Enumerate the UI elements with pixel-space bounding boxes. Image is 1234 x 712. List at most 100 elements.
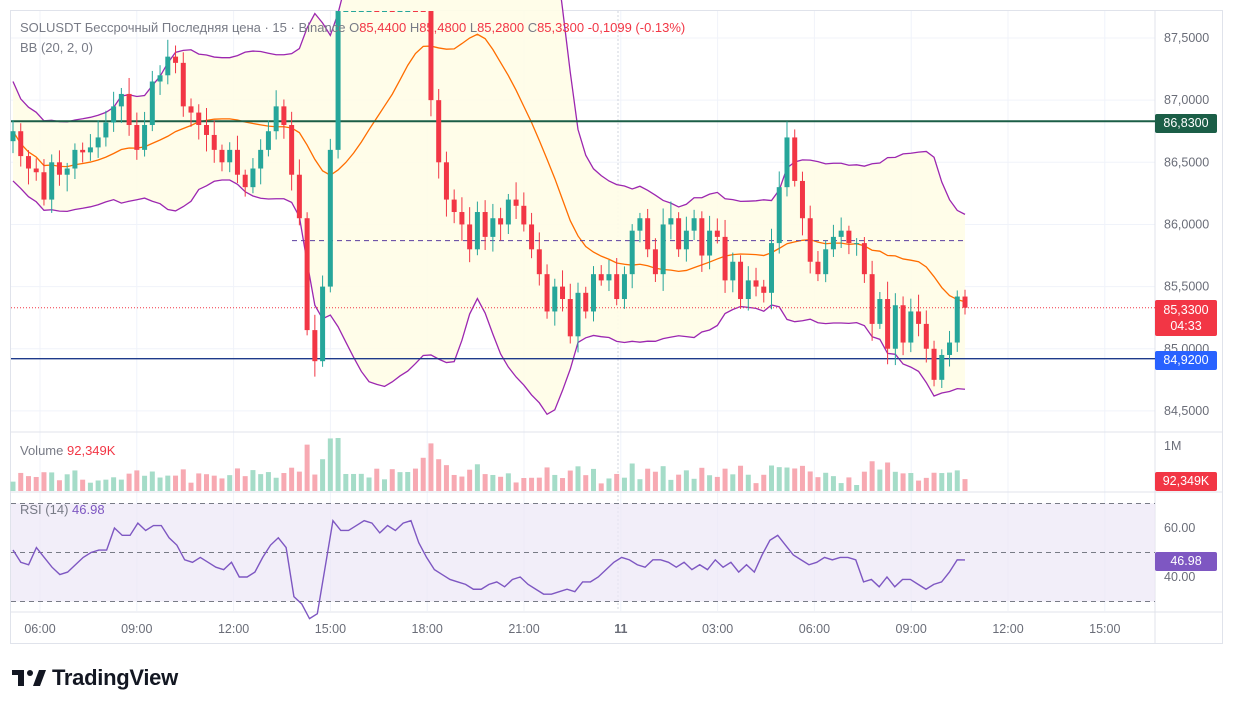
volume-bars <box>10 438 968 491</box>
candle-body <box>343 11 349 12</box>
time-tick-label: 09:00 <box>121 622 152 636</box>
time-tick-label: 15:00 <box>1089 622 1120 636</box>
candle-body <box>683 230 689 250</box>
candle-body <box>219 149 225 163</box>
time-tick-label: 18:00 <box>412 622 443 636</box>
support-price-tag: 84,9200 <box>1155 351 1217 370</box>
candle-body <box>157 75 163 82</box>
candle-body <box>513 199 519 206</box>
volume-bar <box>784 467 790 491</box>
rsi-line <box>12 518 966 620</box>
volume-bar <box>567 470 573 491</box>
tradingview-logo[interactable]: TradingView <box>12 664 178 692</box>
time-tick-label: 06:00 <box>799 622 830 636</box>
volume-bar <box>923 477 929 491</box>
candle-body <box>931 348 937 380</box>
candle-body <box>18 131 24 157</box>
volume-bar <box>892 471 898 491</box>
volume-bar <box>652 471 658 491</box>
candle-body <box>962 296 968 308</box>
chart-header: SOLUSDT Бессрочный Последняя цена · 15 ·… <box>20 20 685 35</box>
candle-body <box>10 131 16 142</box>
volume-bar <box>738 465 744 491</box>
price-tick-label: 84,5000 <box>1164 404 1209 418</box>
candle-body <box>397 11 403 12</box>
volume-bar <box>227 475 233 491</box>
candle-body <box>792 137 798 181</box>
volume-legend[interactable]: Volume 92,349K <box>20 443 115 458</box>
candle-body <box>142 125 148 150</box>
candle-body <box>846 230 852 244</box>
price-tick-label: 85,5000 <box>1164 280 1209 294</box>
volume-bar <box>745 474 751 491</box>
bb-background <box>13 0 965 415</box>
volume-bar <box>854 485 860 491</box>
high-label: H <box>409 20 420 35</box>
candle-body <box>753 280 759 287</box>
volume-bar <box>707 475 713 491</box>
candle-body <box>606 274 612 281</box>
candle-body <box>699 218 705 256</box>
volume-bar <box>80 479 86 491</box>
price-tick-label: 86,0000 <box>1164 217 1209 231</box>
candle-body <box>250 168 256 188</box>
rsi-pane <box>11 503 1155 620</box>
volume-bar <box>420 457 426 491</box>
volume-bar <box>482 474 488 491</box>
volume-bar <box>366 477 372 491</box>
candle-body <box>180 62 186 107</box>
volume-bar <box>296 471 302 491</box>
volume-bar <box>304 444 310 491</box>
low-label: L <box>469 20 478 35</box>
volume-bar <box>87 482 93 491</box>
volume-bar <box>474 464 480 491</box>
change-value: -0,1099 (-0.13%) <box>587 20 686 35</box>
candles <box>10 11 968 388</box>
price-tick-label: 87,5000 <box>1164 31 1209 45</box>
bar-countdown: 04:33 <box>1170 319 1202 333</box>
volume-bar <box>273 477 279 491</box>
candle-body <box>366 11 372 12</box>
volume-bar <box>10 481 16 491</box>
bb-upper-line <box>12 0 966 215</box>
volume-bar <box>590 468 596 491</box>
volume-bar <box>776 467 782 491</box>
volume-bar <box>621 477 627 491</box>
candle-body <box>304 218 310 331</box>
time-tick-label: 12:00 <box>218 622 249 636</box>
horizontal-lines <box>11 120 1155 360</box>
volume-bar <box>583 475 589 491</box>
candle-body <box>544 274 550 312</box>
symbol-title[interactable]: SOLUSDT Бессрочный Последняя цена · 15 ·… <box>20 20 346 35</box>
volume-bar <box>807 471 813 491</box>
candle-body <box>405 11 411 12</box>
chart-frame <box>10 10 1223 644</box>
low-value: 85,2800 <box>477 20 525 35</box>
rsi-legend[interactable]: RSI (14) 46.98 <box>20 502 105 517</box>
volume-bar <box>614 473 620 491</box>
volume-bar <box>683 470 689 491</box>
volume-bar <box>676 474 682 491</box>
candle-body <box>335 11 341 150</box>
candle-body <box>854 243 860 245</box>
candle-body <box>173 56 179 63</box>
candle-body <box>118 93 124 107</box>
candle-body <box>320 286 326 362</box>
time-tick-label: 09:00 <box>896 622 927 636</box>
volume-value-tag: 92,349K <box>1155 472 1217 491</box>
volume-bar <box>196 473 202 491</box>
candle-body <box>645 218 651 250</box>
candle-body <box>505 199 511 225</box>
candle-body <box>892 305 898 349</box>
candle-body <box>691 218 697 231</box>
volume-bar <box>443 465 449 491</box>
bb-legend[interactable]: BB (20, 2, 0) <box>20 40 93 55</box>
volume-bar <box>219 478 225 491</box>
candle-body <box>769 243 775 293</box>
volume-bar <box>513 482 519 491</box>
candle-body <box>560 286 566 300</box>
candle-body <box>885 299 891 349</box>
volume-bar <box>660 466 666 491</box>
time-tick-label: 21:00 <box>508 622 539 636</box>
